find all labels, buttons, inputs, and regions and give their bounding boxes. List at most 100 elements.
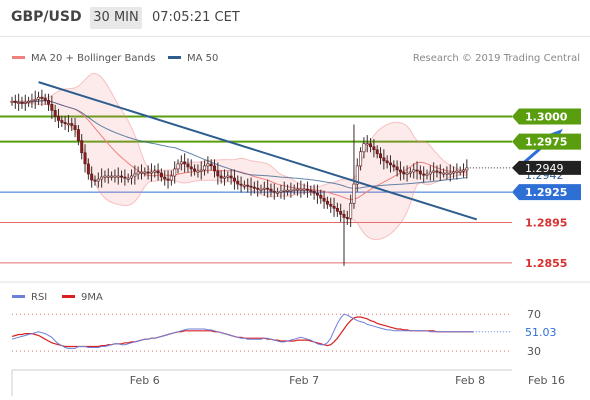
candle-body [123,176,127,179]
timeframe-selector[interactable]: 30 MIN [90,7,142,29]
symbol-label: GBP/USD [11,9,82,25]
research-credit: Research © 2019 Trading Central [413,53,580,64]
candle-body [332,205,336,209]
candle-body [80,140,84,154]
candle-body [27,100,31,103]
level-tag-label: 1.2975 [525,136,567,149]
candle-body [408,171,412,174]
candle-body [342,214,346,218]
candle-body [309,189,313,192]
candle-body [432,170,436,173]
x-tick-label: Feb 6 [130,374,160,387]
rsi-legend-swatch [12,295,25,298]
current-price-label: 1.2949 [525,162,564,175]
candle-body [412,169,416,173]
candle-body [322,197,326,202]
candles [10,89,469,266]
ma20-legend-swatch [12,56,25,59]
candle-body [206,163,210,167]
candle-body [282,189,286,192]
candle-body [136,171,140,175]
downtrend-line [38,81,478,221]
level-tag [512,108,581,125]
candle-body [110,175,114,178]
price-labels: 1.30001.29751.29421.29251.28951.28551.29… [512,108,581,270]
candle-body [70,123,74,126]
ma20-line [11,100,467,201]
candle-body [199,169,203,172]
candle-body [329,203,333,207]
candle-body [249,185,253,188]
candle-body [315,192,319,196]
x-tick-label: Feb 7 [289,374,319,387]
candle-body [159,172,163,178]
candle-body [362,143,366,153]
candle-body [13,100,17,103]
rsi-line [11,313,474,349]
rsi-level-label: 70 [527,308,541,321]
candle-body [229,175,233,179]
candle-body [173,168,177,177]
candle-body [452,171,456,174]
ma50-legend-swatch [168,56,181,59]
candle-body [345,217,349,219]
candle-body [76,129,80,141]
candle-body [462,169,466,172]
candle-body [425,173,429,176]
candle-body [63,122,67,125]
candle-body [156,170,160,174]
level-tag-label: 1.2925 [525,186,567,199]
candle-body [266,187,270,190]
candle-body [20,102,24,104]
candle-body [349,202,353,219]
level-tag [512,184,581,201]
x-tick-label: Feb 16 [528,374,565,387]
candle-body [355,165,359,185]
candle-body [23,102,27,104]
candle-body [93,179,97,182]
candle-body [236,180,240,185]
candle-body [130,175,134,179]
ma50-line [11,100,467,189]
candle-body [47,99,51,105]
candle-body [186,163,190,168]
candle-body [458,170,462,173]
candle-body [448,172,452,175]
candle-body [56,116,60,121]
candle-body [272,190,276,193]
candle-body [40,96,44,99]
candle-body [325,200,329,205]
candle-body [86,163,90,175]
candle-body [269,188,273,192]
candle-body [418,170,422,175]
candle-body [365,143,369,146]
candle-body [465,167,469,171]
candle-body [242,184,246,187]
candle-body [335,208,339,212]
candle-body [292,188,296,191]
candle-body [232,177,236,182]
candle-body [222,176,226,179]
x-axis: Feb 6 Feb 7 Feb 8 Feb 16 [11,369,565,396]
candle-body [60,120,64,123]
candle-body [139,171,143,174]
candle-body [276,191,280,194]
bollinger-band-area [10,72,468,241]
candle-body [66,123,70,126]
level-label: 1.2895 [525,216,567,229]
candle-body [428,171,432,175]
candle-body [43,97,47,101]
candle-body [392,164,396,168]
candle-body [146,171,150,174]
candle-body [120,175,124,178]
candle-body [382,157,386,162]
candle-body [359,151,363,167]
level-tag [512,133,581,150]
candle-body [239,183,243,186]
candle-body [299,188,303,191]
level-tag-label: 1.3000 [525,110,568,123]
candle-body [302,188,306,191]
bollinger-bands [10,72,468,241]
candle-body [149,171,153,174]
